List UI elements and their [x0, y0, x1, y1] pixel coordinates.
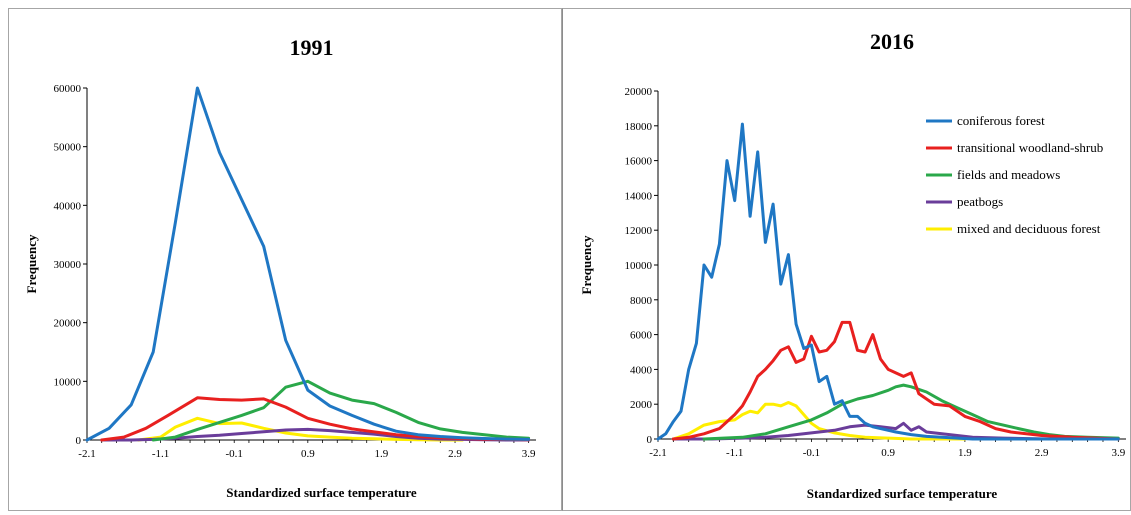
y-axis-label: Frequency — [24, 234, 39, 293]
y-tick-label: 40000 — [54, 200, 82, 212]
y-tick-label: 4000 — [630, 364, 653, 376]
x-tick-label: 0.9 — [881, 447, 895, 459]
series-line-peatbogs — [671, 421, 1120, 441]
y-tick-label: 10000 — [625, 260, 653, 272]
chart-1991: 1991 Frequency Standardized surface temper… — [24, 35, 536, 500]
y-tick-label: 12000 — [625, 225, 653, 237]
x-tick-label: 3.9 — [522, 448, 536, 460]
x-tick-label: -2.1 — [78, 448, 95, 460]
legend: coniferous forest transitional woodland-s… — [926, 113, 1103, 236]
legend-item-label: transitional woodland-shrub — [957, 140, 1103, 155]
y-tick-label: 0 — [647, 434, 653, 446]
y-tick-label: 6000 — [630, 330, 653, 342]
y-tick-label: 8000 — [630, 295, 653, 307]
x-tick-label: 1.9 — [375, 448, 389, 460]
series-line-coniferous-forest — [85, 86, 531, 442]
y-tick-label: 16000 — [625, 156, 653, 168]
y-axis-label: Frequency — [579, 235, 594, 294]
series-line-mixed-and-deciduous-forest — [671, 401, 967, 441]
y-tick-label: 30000 — [54, 259, 82, 271]
x-tick-label: -0.1 — [226, 448, 243, 460]
y-tick-label: 10000 — [54, 376, 82, 388]
y-tick-label: 20000 — [625, 86, 653, 98]
x-tick-label: 1.9 — [958, 447, 972, 459]
y-tick-label: 2000 — [630, 399, 653, 411]
series-line-fields-and-meadows — [702, 383, 1120, 441]
chart-panel-1991: 1991 Frequency Standardized surface temper… — [8, 8, 562, 511]
x-tick-label: 2.9 — [1035, 447, 1049, 459]
chart-panel-2016: 2016 Frequency Standardized surface temper… — [562, 8, 1131, 511]
series-line-coniferous-forest — [656, 122, 1120, 441]
x-axis-label: Standardized surface temperature — [807, 486, 998, 501]
legend-item-label: mixed and deciduous forest — [957, 221, 1101, 236]
x-tick-label: -2.1 — [649, 447, 666, 459]
series-line-transitional-woodland-shrub — [671, 320, 1120, 441]
x-tick-label: -0.1 — [803, 447, 820, 459]
x-tick-label: 2.9 — [448, 448, 462, 460]
y-tick-label: 0 — [76, 435, 82, 447]
x-tick-label: -1.1 — [152, 448, 169, 460]
series-line-fields-and-meadows — [151, 379, 531, 442]
x-axis-label: Standardized surface temperature — [226, 485, 417, 500]
chart-2016: 2016 Frequency Standardized surface temper… — [579, 29, 1126, 501]
x-tick-label: -1.1 — [726, 447, 743, 459]
y-tick-label: 18000 — [625, 121, 653, 133]
series-line-mixed-and-deciduous-forest — [137, 416, 464, 442]
x-tick-label: 0.9 — [301, 448, 315, 460]
legend-item-label: fields and meadows — [957, 167, 1060, 182]
y-tick-label: 50000 — [54, 142, 82, 154]
y-tick-label: 20000 — [54, 318, 82, 330]
x-tick-label: 3.9 — [1111, 447, 1125, 459]
chart-title: 2016 — [870, 29, 914, 54]
chart-title: 1991 — [290, 35, 334, 60]
legend-item-label: coniferous forest — [957, 113, 1045, 128]
legend-item-label: peatbogs — [957, 194, 1003, 209]
y-tick-label: 14000 — [625, 190, 653, 202]
y-tick-label: 60000 — [54, 83, 82, 95]
